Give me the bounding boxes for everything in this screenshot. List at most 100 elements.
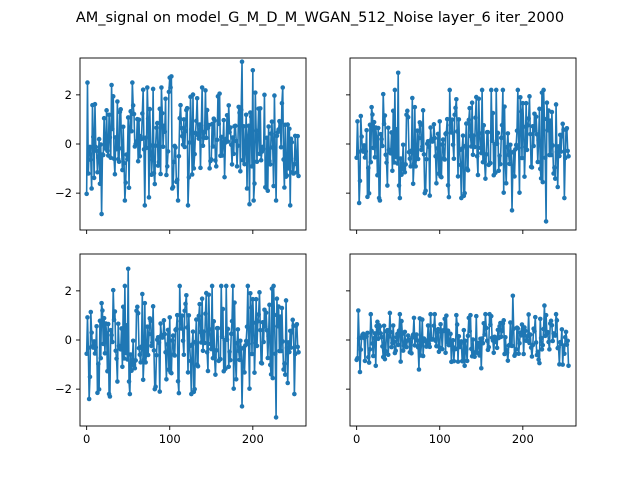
- data-point: [509, 208, 515, 213]
- data-point: [227, 129, 232, 135]
- data-point: [459, 146, 465, 151]
- data-point: [432, 135, 438, 141]
- data-point: [198, 165, 203, 171]
- data-point: [495, 327, 501, 333]
- data-point: [537, 106, 542, 112]
- data-point: [425, 139, 431, 144]
- data-point: [215, 325, 221, 331]
- data-point: [210, 144, 216, 149]
- data-point: [206, 292, 212, 298]
- data-point: [441, 328, 447, 334]
- data-point: [564, 342, 570, 347]
- data-point: [294, 321, 300, 327]
- data-point: [370, 112, 375, 117]
- data-point: [268, 372, 274, 377]
- data-point: [258, 327, 263, 333]
- data-point: [383, 349, 389, 354]
- data-point: [135, 310, 141, 316]
- data-point: [250, 296, 256, 302]
- data-point: [394, 126, 399, 132]
- data-point: [554, 149, 560, 155]
- data-point: [261, 146, 266, 152]
- data-point: [203, 311, 208, 317]
- data-point: [463, 143, 468, 149]
- data-point: [247, 201, 252, 207]
- data-point: [174, 177, 180, 183]
- data-point: [177, 115, 183, 121]
- data-point: [513, 347, 519, 352]
- data-point: [444, 313, 449, 318]
- data-point: [410, 95, 415, 101]
- data-point: [192, 151, 197, 157]
- data-point: [253, 128, 259, 134]
- data-point: [93, 144, 99, 150]
- data-point: [400, 348, 406, 353]
- data-point: [515, 87, 521, 93]
- data-point: [504, 350, 510, 356]
- series-area: [84, 59, 301, 217]
- data-point: [355, 119, 360, 124]
- data-point: [450, 142, 456, 148]
- data-point: [213, 164, 219, 169]
- data-point: [370, 145, 376, 151]
- data-point: [379, 334, 384, 340]
- data-point: [410, 181, 416, 187]
- data-point: [454, 96, 459, 102]
- data-point: [248, 305, 254, 310]
- data-point: [171, 159, 177, 165]
- data-point: [554, 318, 560, 323]
- data-point: [413, 164, 418, 169]
- data-point: [259, 361, 265, 366]
- data-point: [548, 152, 554, 158]
- data-point: [163, 96, 168, 102]
- data-point: [425, 323, 431, 328]
- data-point: [168, 85, 173, 90]
- data-point: [381, 121, 387, 127]
- data-point: [234, 340, 240, 346]
- data-point: [451, 358, 457, 364]
- data-point: [405, 333, 411, 338]
- data-point: [490, 110, 496, 116]
- data-point: [448, 331, 453, 337]
- data-point: [380, 143, 385, 149]
- data-point: [101, 315, 107, 321]
- data-point: [205, 368, 211, 374]
- data-point: [365, 165, 371, 171]
- data-point: [503, 335, 508, 340]
- data-point: [266, 333, 271, 339]
- data-point: [368, 311, 374, 317]
- subplot-grid: −2 0 2 0 100 200 −2 0 2 0 100 200: [55, 57, 577, 446]
- data-point: [495, 130, 501, 136]
- data-point: [282, 185, 287, 190]
- data-point: [224, 337, 230, 343]
- data-point: [389, 344, 394, 350]
- data-point: [448, 122, 453, 128]
- data-point: [445, 182, 451, 188]
- data-point: [499, 122, 505, 128]
- data-point: [111, 156, 117, 162]
- data-point: [458, 162, 463, 168]
- data-point: [383, 152, 389, 158]
- data-point: [467, 328, 472, 334]
- data-point: [436, 349, 442, 355]
- data-point: [239, 404, 245, 409]
- data-point: [498, 135, 504, 141]
- data-point: [105, 321, 111, 327]
- data-point: [108, 327, 114, 333]
- data-point: [559, 327, 565, 332]
- data-point: [140, 111, 145, 116]
- x-tick-label: 100: [159, 432, 181, 446]
- data-point: [110, 126, 115, 132]
- data-point: [87, 374, 93, 380]
- data-point: [357, 369, 363, 375]
- data-point: [512, 174, 517, 179]
- data-point: [244, 324, 250, 330]
- data-point: [516, 351, 521, 357]
- data-point: [293, 156, 299, 161]
- data-point: [389, 130, 394, 135]
- data-point: [420, 108, 426, 113]
- data-point: [559, 134, 565, 139]
- data-point: [477, 353, 482, 358]
- data-point: [532, 328, 537, 334]
- data-point: [97, 181, 103, 187]
